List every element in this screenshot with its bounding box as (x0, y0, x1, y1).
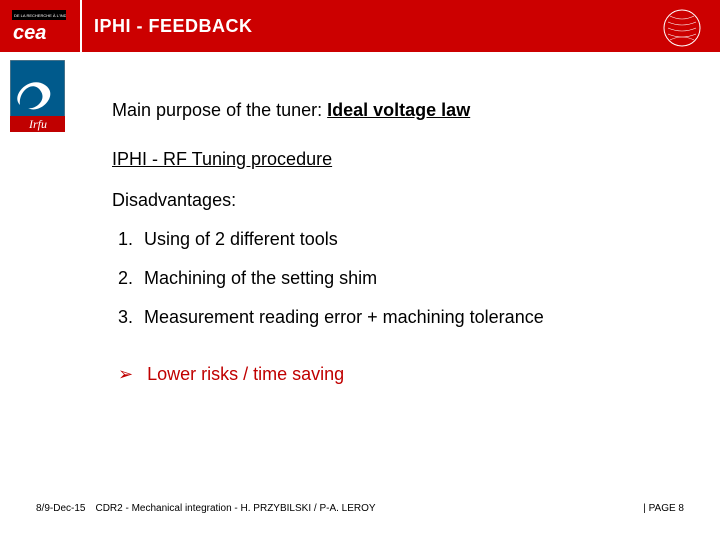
footer-page: | PAGE 8 (643, 503, 684, 514)
footer-center: CDR2 - Mechanical integration - H. PRZYB… (95, 503, 375, 514)
cea-logo: DE LA RECHERCHE À L'INDUSTRIE cea (12, 10, 66, 42)
subheading: IPHI - RF Tuning procedure (112, 149, 680, 170)
conclusion-text: Lower risks / time saving (147, 364, 344, 385)
header-bar: DE LA RECHERCHE À L'INDUSTRIE cea IPHI -… (0, 0, 720, 52)
chevron-right-icon: ➢ (118, 364, 133, 385)
list-number: 3. (118, 307, 144, 328)
list-text: Measurement reading error + machining to… (144, 307, 544, 328)
footer-date: 8/9-Dec-15 (36, 503, 85, 514)
purpose-highlight: Ideal voltage law (327, 100, 470, 120)
list-number: 1. (118, 229, 144, 250)
content-area: Main purpose of the tuner: Ideal voltage… (112, 100, 680, 385)
disadvantages-label: Disadvantages: (112, 190, 680, 211)
footer: 8/9-Dec-15 CDR2 - Mechanical integration… (36, 503, 684, 514)
ess-logo (662, 8, 702, 48)
footer-left: 8/9-Dec-15 CDR2 - Mechanical integration… (36, 503, 376, 514)
cea-tagline: DE LA RECHERCHE À L'INDUSTRIE (14, 13, 66, 18)
list-number: 2. (118, 268, 144, 289)
list-item: 2. Machining of the setting shim (118, 268, 680, 289)
list-item: 3. Measurement reading error + machining… (118, 307, 680, 328)
purpose-prefix: Main purpose of the tuner: (112, 100, 327, 120)
svg-text:Irfu: Irfu (28, 117, 47, 131)
list-text: Machining of the setting shim (144, 268, 377, 289)
irfu-logo: Irfu (10, 60, 65, 132)
list-text: Using of 2 different tools (144, 229, 338, 250)
svg-text:cea: cea (13, 22, 46, 42)
title-container: IPHI - FEEDBACK (80, 0, 253, 52)
list-item: 1. Using of 2 different tools (118, 229, 680, 250)
slide-title: IPHI - FEEDBACK (94, 16, 253, 37)
conclusion-line: ➢ Lower risks / time saving (112, 364, 680, 385)
disadvantages-list: 1. Using of 2 different tools 2. Machini… (112, 229, 680, 328)
purpose-line: Main purpose of the tuner: Ideal voltage… (112, 100, 680, 121)
